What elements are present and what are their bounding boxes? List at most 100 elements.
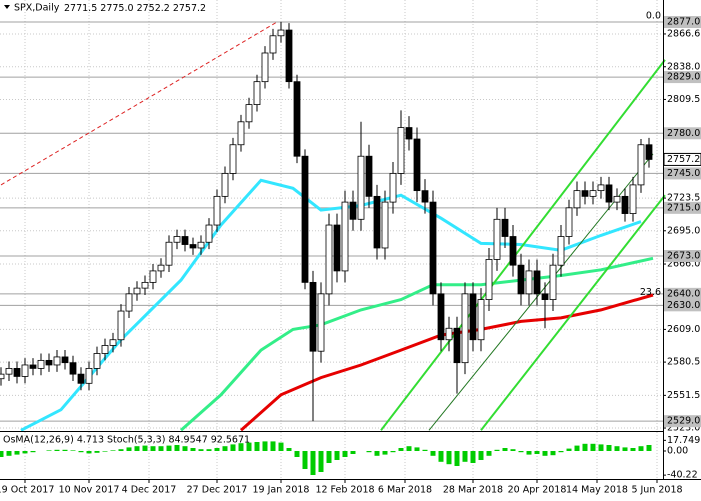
osma-bar (446, 451, 452, 465)
osma-bar (526, 451, 532, 455)
osma-bar (558, 451, 564, 453)
level-label-bg (664, 415, 701, 428)
candle-body (213, 195, 221, 226)
osma-bar (462, 451, 468, 462)
osma-bar (94, 451, 100, 453)
level-label: 2745.0 (667, 168, 700, 179)
osma-bar (14, 451, 20, 455)
candle-body (381, 201, 389, 249)
x-tick-label: 5 Jun 2018 (631, 485, 682, 496)
candle-body (637, 144, 645, 186)
candle-body (525, 270, 533, 295)
candle-body (61, 356, 69, 364)
candle-body (117, 310, 125, 341)
candle-body (133, 287, 141, 295)
level-label-bg (664, 299, 701, 312)
candle-body (37, 359, 45, 369)
osma-bar (110, 450, 116, 451)
osma-bar (78, 451, 84, 453)
osma-bar (166, 445, 172, 451)
y-tick-label: 2523.0 (667, 423, 700, 434)
candle-body (13, 368, 21, 377)
candle-body (45, 359, 53, 366)
level-label-bg (664, 250, 701, 263)
y-tick-label: 2580.5 (667, 357, 700, 368)
level-label-bg (664, 71, 701, 84)
y-tick-label: 2838.0 (667, 61, 700, 72)
osma-bar (102, 451, 108, 452)
osma-bar (614, 446, 620, 451)
candle-body (109, 339, 117, 346)
candle-body (69, 362, 77, 375)
x-tick-label: 10 Nov 2017 (59, 485, 120, 496)
candle-body (333, 224, 341, 272)
candle-body (269, 35, 277, 54)
osma-bar (174, 445, 180, 451)
chart-title: SPX,Daily (14, 3, 60, 14)
osma-bar (550, 451, 556, 456)
osma-bar (62, 449, 68, 451)
indicator-line (20, 178, 642, 432)
ohlc-value: 2771.5 (64, 3, 97, 14)
candle-body (373, 195, 381, 249)
osma-bar (238, 443, 244, 451)
indicator-title: OsMA(12,26,9) 4.713 Stoch(5,3,3) 84.9547… (3, 435, 250, 446)
level-label: 2630.0 (667, 300, 700, 311)
candle-body (221, 173, 229, 197)
osma-bar (206, 449, 212, 451)
candle-body (405, 127, 413, 140)
osma-bar (134, 446, 140, 451)
candle-body (493, 218, 501, 260)
candle-body (565, 207, 573, 237)
osma-bar (502, 448, 508, 451)
x-tick-label: 19 Jan 2018 (253, 485, 310, 496)
candle-body (445, 327, 453, 341)
candle-body (325, 224, 333, 295)
candle-body (253, 81, 261, 106)
osma-bar (22, 451, 28, 454)
osma-bar (390, 451, 396, 453)
x-tick-label: 27 Dec 2017 (187, 485, 248, 496)
candle-body (621, 195, 629, 214)
candle-body (229, 144, 237, 174)
candle-body (589, 190, 597, 197)
osma-bar (638, 446, 644, 451)
osma-bar (470, 451, 476, 463)
osma-bar (126, 447, 132, 451)
indicator-line (0, 21, 278, 186)
osma-bar (46, 450, 52, 451)
candle-body (605, 184, 613, 203)
osma-bar (478, 451, 484, 460)
y-tick-label: 2809.5 (667, 94, 700, 105)
osma-bar (374, 451, 380, 456)
candle-body (557, 236, 565, 266)
osma-bar (302, 451, 308, 469)
osma-bar (590, 443, 596, 451)
level-label: 2780.0 (667, 128, 700, 139)
level-label-bg (664, 287, 701, 300)
osma-bar (414, 447, 420, 451)
candle-body (573, 190, 581, 209)
candle-body (541, 293, 549, 300)
osma-bar (142, 445, 148, 451)
candle-body (413, 138, 421, 192)
level-label-bg (664, 167, 701, 180)
candle-body (277, 29, 285, 37)
candle-body (357, 155, 365, 220)
candle-body (157, 264, 165, 272)
candle-body (581, 190, 589, 197)
candle-body (437, 293, 445, 341)
osma-bar (270, 441, 276, 451)
candle-body (397, 127, 405, 174)
candle-body (0, 373, 5, 380)
candle-body (21, 364, 29, 377)
osma-bar (566, 448, 572, 451)
osma-bar (438, 451, 444, 462)
candle-body (173, 236, 181, 243)
osma-bar (214, 448, 220, 451)
candle-body (205, 224, 213, 243)
menu-arrow[interactable] (4, 5, 10, 9)
candle-body (29, 364, 37, 369)
indicator-tick-label: 17.749 (667, 435, 700, 446)
